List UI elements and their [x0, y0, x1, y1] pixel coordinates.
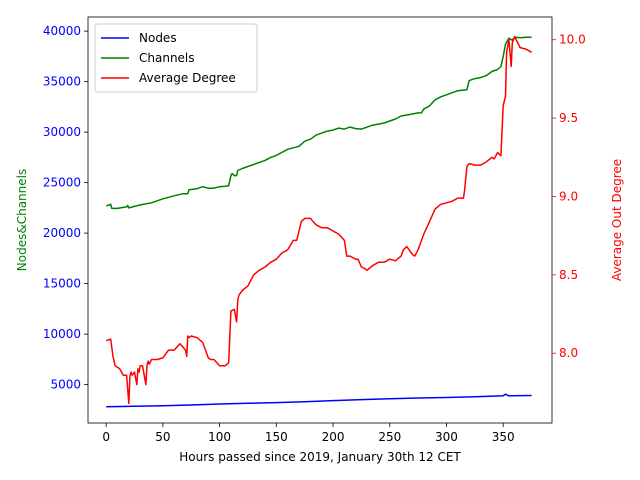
legend-label: Nodes [139, 31, 177, 45]
x-tick-label: 250 [378, 430, 401, 444]
x-axis-label: Hours passed since 2019, January 30th 12… [179, 450, 461, 464]
x-axis: 0 50 100 150 200 250 300 350 [102, 423, 515, 444]
y-right-tick-label: 8.5 [559, 268, 578, 282]
x-tick-label: 100 [208, 430, 231, 444]
y-right-tick-label: 10.0 [559, 33, 586, 47]
y-right-axis-label: Average Out Degree [610, 159, 624, 281]
series-line-average-degree [105, 35, 532, 405]
y-left-tick-label: 40000 [43, 24, 81, 38]
y-left-tick-label: 20000 [43, 226, 81, 240]
series-line-nodes [106, 393, 532, 408]
legend-box [94, 23, 258, 93]
y-left-tick-label: 25000 [43, 176, 81, 190]
legend-label: Channels [139, 51, 195, 65]
legend: Nodes Channels Average Degree [94, 23, 258, 93]
x-tick-label: 200 [322, 430, 345, 444]
y-left-tick-label: 35000 [43, 75, 81, 89]
y-left-tick-label: 15000 [43, 277, 81, 291]
plot-frame [87, 16, 553, 424]
y-right-axis: 8.0 8.5 9.0 9.5 10.0 [552, 33, 586, 360]
y-left-tick-label: 30000 [43, 125, 81, 139]
y-left-tick-label: 5000 [50, 378, 81, 392]
series-line-channels [105, 36, 532, 210]
y-left-tick-label: 10000 [43, 327, 81, 341]
series-layer [105, 35, 532, 408]
x-tick-label: 0 [102, 430, 110, 444]
x-tick-label: 50 [155, 430, 170, 444]
x-tick-label: 300 [435, 430, 458, 444]
x-tick-label: 150 [265, 430, 288, 444]
y-left-axis-label: Nodes&Channels [15, 169, 29, 271]
y-right-tick-label: 9.5 [559, 111, 578, 125]
y-right-tick-label: 9.0 [559, 189, 578, 203]
x-tick-label: 350 [492, 430, 515, 444]
y-left-axis: 5000 10000 15000 20000 25000 30000 35000 40000 [43, 24, 88, 392]
y-right-tick-label: 8.0 [559, 346, 578, 360]
legend-label: Average Degree [139, 71, 236, 85]
